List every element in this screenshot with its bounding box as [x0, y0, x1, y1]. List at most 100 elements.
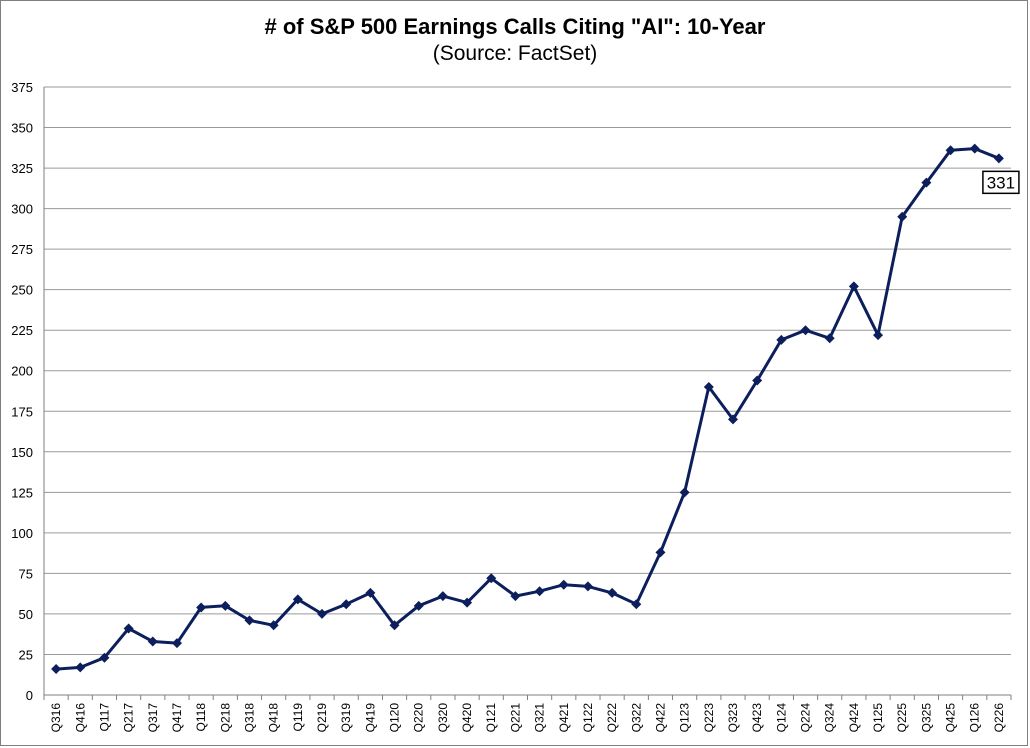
x-tick-label: Q324: [823, 703, 837, 733]
y-axis-ticks: 0 25 50 75 100 125 150 175 200 225 250 275 300 325 350…: [11, 80, 33, 703]
data-point: [631, 599, 642, 610]
x-axis-ticks: Q316 Q416 Q117 Q217 Q317 Q417 Q118 Q218 Q318 Q418…: [43, 695, 1012, 733]
x-tick-label: Q123: [678, 703, 692, 733]
x-tick-label: Q122: [581, 703, 595, 733]
y-tick-label: 225: [11, 323, 33, 338]
x-tick-label: Q224: [799, 703, 813, 733]
data-point: [486, 573, 497, 584]
y-tick-label: 325: [11, 161, 33, 176]
data-point: [413, 600, 424, 611]
chart-subtitle: (Source: FactSet): [432, 42, 598, 65]
y-tick-label: 375: [11, 80, 33, 95]
data-point: [993, 153, 1004, 164]
x-tick-label: Q317: [146, 703, 160, 733]
series-layer: [51, 143, 1004, 675]
callout-label: 331: [987, 173, 1015, 192]
y-tick-label: 50: [19, 607, 33, 622]
x-tick-label: Q225: [895, 703, 909, 733]
x-tick-label: Q417: [170, 703, 184, 733]
x-tick-label: Q322: [629, 703, 643, 733]
y-tick-label: 300: [11, 202, 33, 217]
data-point: [969, 143, 980, 154]
y-tick-label: 25: [19, 647, 33, 662]
x-tick-label: Q117: [97, 703, 111, 732]
x-tick-label: Q120: [388, 703, 402, 733]
data-point: [147, 636, 158, 647]
x-tick-label: Q319: [339, 703, 353, 733]
data-point: [824, 333, 835, 344]
data-point: [244, 615, 255, 626]
data-point: [75, 662, 86, 673]
x-tick-label: Q124: [774, 703, 788, 733]
data-point: [776, 334, 787, 345]
x-tick-label: Q217: [122, 703, 136, 733]
x-tick-label: Q118: [194, 703, 208, 732]
data-point: [534, 586, 545, 597]
x-tick-label: Q223: [702, 703, 716, 733]
data-point: [389, 620, 400, 631]
data-point: [679, 487, 690, 498]
data-point: [607, 587, 618, 598]
x-tick-label: Q425: [944, 703, 958, 733]
x-tick-label: Q222: [605, 703, 619, 733]
x-tick-label: Q416: [73, 703, 87, 733]
data-point: [558, 579, 569, 590]
x-tick-label: Q423: [750, 703, 764, 733]
x-tick-label: Q126: [968, 703, 982, 733]
data-point: [897, 211, 908, 222]
x-tick-label: Q321: [533, 703, 547, 733]
series-line: [55, 147, 1000, 671]
data-point: [945, 145, 956, 156]
callout-box: [982, 170, 1020, 195]
data-point: [341, 599, 352, 610]
data-point: [99, 652, 110, 663]
data-point: [220, 600, 231, 611]
data-point: [268, 620, 279, 631]
x-tick-label: Q121: [484, 703, 498, 733]
data-point: [655, 547, 666, 558]
data-point: [921, 177, 932, 188]
data-point: [196, 602, 207, 613]
y-tick-label: 350: [11, 121, 33, 136]
x-tick-label: Q219: [315, 703, 329, 733]
data-point: [317, 608, 328, 619]
y-tick-label: 275: [11, 242, 33, 257]
y-tick-label: 150: [11, 445, 33, 460]
x-tick-label: Q424: [847, 703, 861, 733]
data-point: [510, 591, 521, 602]
data-point: [437, 591, 448, 602]
x-tick-label: Q320: [436, 703, 450, 733]
x-tick-label: Q420: [460, 703, 474, 733]
data-point: [365, 587, 376, 598]
x-tick-label: Q226: [992, 703, 1006, 733]
y-tick-label: 250: [11, 283, 33, 298]
data-point: [51, 664, 62, 675]
y-tick-label: 200: [11, 364, 33, 379]
annotation-layer: 331: [982, 170, 1020, 195]
gridlines: [43, 86, 1011, 696]
x-tick-label: Q119: [291, 703, 305, 732]
chart-title: # of S&P 500 Earnings Calls Citing "AI":…: [264, 14, 766, 39]
x-tick-label: Q325: [919, 703, 933, 733]
data-point: [582, 581, 593, 592]
y-tick-label: 0: [26, 688, 33, 703]
data-point: [873, 330, 884, 341]
x-tick-label: Q422: [653, 703, 667, 733]
y-tick-label: 100: [11, 526, 33, 541]
data-point: [848, 281, 859, 292]
data-point: [703, 381, 714, 392]
data-point: [123, 623, 134, 634]
y-tick-label: 125: [11, 485, 33, 500]
data-point: [800, 325, 811, 336]
y-tick-label: 175: [11, 404, 33, 419]
x-tick-label: Q218: [218, 703, 232, 733]
x-tick-label: Q316: [49, 703, 63, 733]
data-point: [462, 597, 473, 608]
x-tick-label: Q419: [363, 703, 377, 733]
x-tick-label: Q323: [726, 703, 740, 733]
x-tick-label: Q318: [242, 703, 256, 733]
data-point: [752, 375, 763, 386]
x-tick-label: Q221: [508, 703, 522, 733]
